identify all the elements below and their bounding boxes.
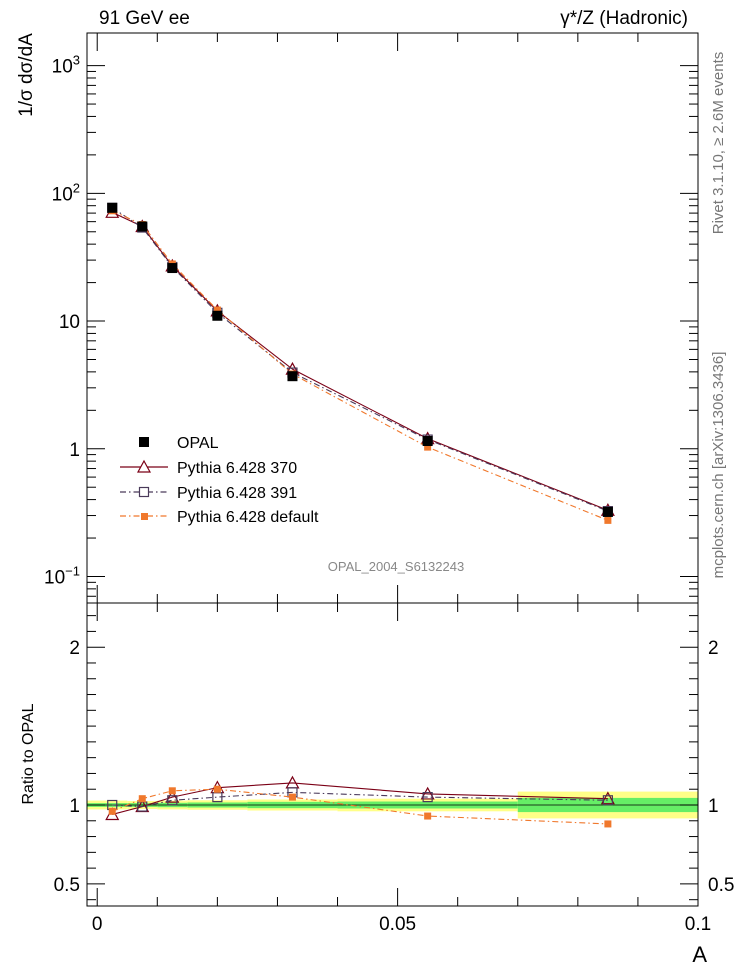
ratio-series	[87, 775, 698, 828]
ratio-point-pythia-default-0	[108, 807, 116, 815]
ratio-point-pythia-391-5	[422, 792, 433, 803]
legend-entry-pythia-default: Pythia 6.428 default	[120, 509, 319, 526]
ratio-frame	[86, 602, 699, 907]
ratio-point-pythia-391-6	[602, 795, 613, 806]
main-point-pythia-default-3	[213, 306, 221, 314]
legend-marker-pythia-370	[136, 459, 152, 473]
ratio-ytick-label-left-0: 0.5	[54, 875, 80, 896]
side-label-bottom: mcplots.cern.ch [arXiv:1306.3436]	[710, 352, 727, 579]
ratio-point-pythia-default-2	[168, 787, 176, 795]
ratio-point-pythia-default-4	[288, 793, 296, 801]
ratio-ylabel: Ratio to OPAL	[20, 703, 37, 804]
legend-label-opal: OPAL	[177, 435, 219, 452]
ratio-ytick-label-right-0: 0.5	[708, 875, 734, 896]
ratio-point-pythia-default-6	[604, 820, 612, 828]
analysis-id: OPAL_2004_S6132243	[328, 559, 464, 574]
main-ytick-label-0: 10−1	[44, 563, 80, 588]
ratio-line-pythia-391	[112, 791, 608, 808]
ratio-point-pythia-370-6	[600, 791, 615, 805]
main-point-opal-5	[422, 436, 433, 447]
main-point-pythia-default-6	[604, 516, 612, 524]
main-point-opal-4	[287, 371, 298, 382]
main-point-opal-1	[137, 221, 148, 232]
ratio-xtick-label-1: 0.05	[379, 914, 416, 935]
title-left: 91 GeV ee	[99, 8, 190, 29]
main-ytick-label-3: 102	[52, 180, 80, 205]
ratio-point-pythia-391-2	[167, 795, 178, 806]
legend-marker-pythia-default	[141, 513, 148, 520]
main-point-opal-2	[167, 263, 178, 274]
legend-label-pythia-370: Pythia 6.428 370	[177, 460, 297, 477]
legend-entry-pythia-370: Pythia 6.428 370	[120, 459, 297, 477]
title-right: γ*/Z (Hadronic)	[560, 8, 688, 29]
main-point-opal-3	[212, 310, 223, 321]
ratio-xlabel: A	[692, 942, 707, 967]
main-point-opal-6	[602, 506, 613, 517]
legend: OPAL Pythia 6.428 370 Pythia 6.428 391 P…	[120, 435, 319, 526]
ratio-point-pythia-default-3	[213, 785, 221, 793]
ratio-point-pythia-370-5	[420, 786, 435, 800]
legend-label-pythia-default: Pythia 6.428 default	[177, 509, 319, 526]
main-point-pythia-default-5	[424, 443, 432, 451]
ratio-xtick-label-2: 0.1	[685, 914, 711, 935]
ratio-point-pythia-370-2	[165, 789, 180, 803]
main-series	[105, 202, 615, 524]
ratio-ytick-label-right-2: 2	[708, 638, 719, 659]
main-ytick-label-2: 10	[59, 312, 80, 333]
ratio-xtick-label-0: 0	[92, 914, 103, 935]
main-ylabel: 1/σ dσ/dA	[16, 33, 37, 117]
ratio-ytick-label-right-1: 1	[708, 796, 719, 817]
side-label-top: Rivet 3.1.10, ≥ 2.6M events	[710, 52, 727, 235]
legend-marker-pythia-391	[138, 486, 150, 498]
ratio-axis-ticks: 0.5 0.5 1 1 2 2 0 0.05 0.1	[54, 603, 734, 935]
legend-entry-opal: OPAL	[139, 435, 219, 452]
main-point-opal-0	[107, 202, 118, 213]
main-ytick-label-1: 1	[69, 440, 80, 461]
ratio-point-pythia-default-5	[424, 812, 432, 820]
ratio-ytick-label-left-2: 2	[69, 638, 80, 659]
legend-label-pythia-391: Pythia 6.428 391	[177, 485, 297, 502]
ratio-ytick-label-left-1: 1	[69, 796, 80, 817]
main-ytick-label-4: 103	[52, 53, 80, 78]
legend-entry-pythia-391: Pythia 6.428 391	[120, 485, 297, 502]
legend-marker-opal	[139, 437, 149, 447]
ratio-point-pythia-default-1	[138, 795, 146, 803]
